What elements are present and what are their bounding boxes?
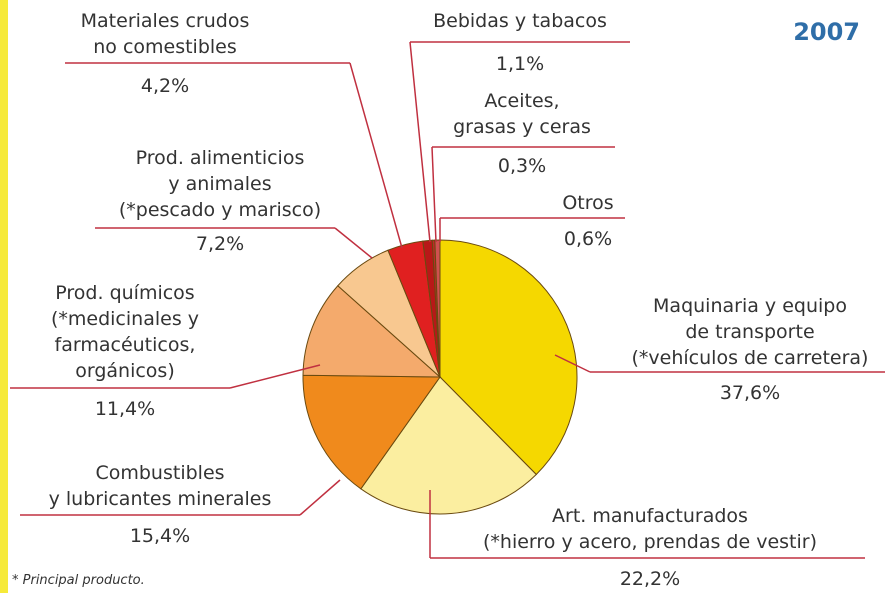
value-label: 4,2% [141,75,189,97]
leader-line [229,364,321,389]
footnote: * Principal producto. [12,573,145,588]
slice-label: (*medicinales y [51,308,199,330]
leader-line [554,354,591,373]
slice-label: Prod. químicos [55,282,194,304]
slice-label: (*hierro y acero, prendas de vestir) [483,531,817,553]
value-label: 37,6% [720,382,780,404]
slice-label: y animales [168,173,271,195]
slice-label: orgánicos) [75,360,175,382]
leader-line [409,41,431,243]
slice-label: Bebidas y tabacos [433,10,607,32]
leader-line [334,227,373,259]
leader-line [431,146,437,243]
value-label: 0,6% [564,228,612,250]
slice-label: Maquinaria y equipo [653,295,847,317]
value-label: 1,1% [496,53,544,75]
value-label: 7,2% [196,233,244,255]
edge-bar [0,0,8,593]
slice-label: (*pescado y marisco) [119,199,321,221]
slice-label: no comestibles [93,36,237,58]
slice-label: farmacéuticos, [55,334,196,356]
leader-line [299,479,341,516]
pie-slice [439,239,578,476]
slice-label: Aceites, [484,90,559,112]
leader-line [349,62,403,249]
pie-slice [302,374,441,490]
pie-slice [360,376,537,515]
slice-label: de transporte [685,321,814,343]
slice-label: Prod. alimenticios [136,147,305,169]
value-label: 15,4% [130,525,190,547]
chart-title: 2007 [793,18,860,46]
value-label: 22,2% [620,568,680,590]
pie-slice [302,285,442,378]
slice-label: Materiales crudos [81,10,250,32]
value-label: 11,4% [95,398,155,420]
value-label: 0,3% [498,155,546,177]
slice-label: (*vehículos de carretera) [632,347,869,369]
slice-label: grasas y ceras [453,116,591,138]
slice-label: Otros [562,192,613,214]
slice-label: Combustibles [95,462,224,484]
slice-label: y lubricantes minerales [49,488,272,510]
slice-label: Art. manufacturados [552,505,748,527]
